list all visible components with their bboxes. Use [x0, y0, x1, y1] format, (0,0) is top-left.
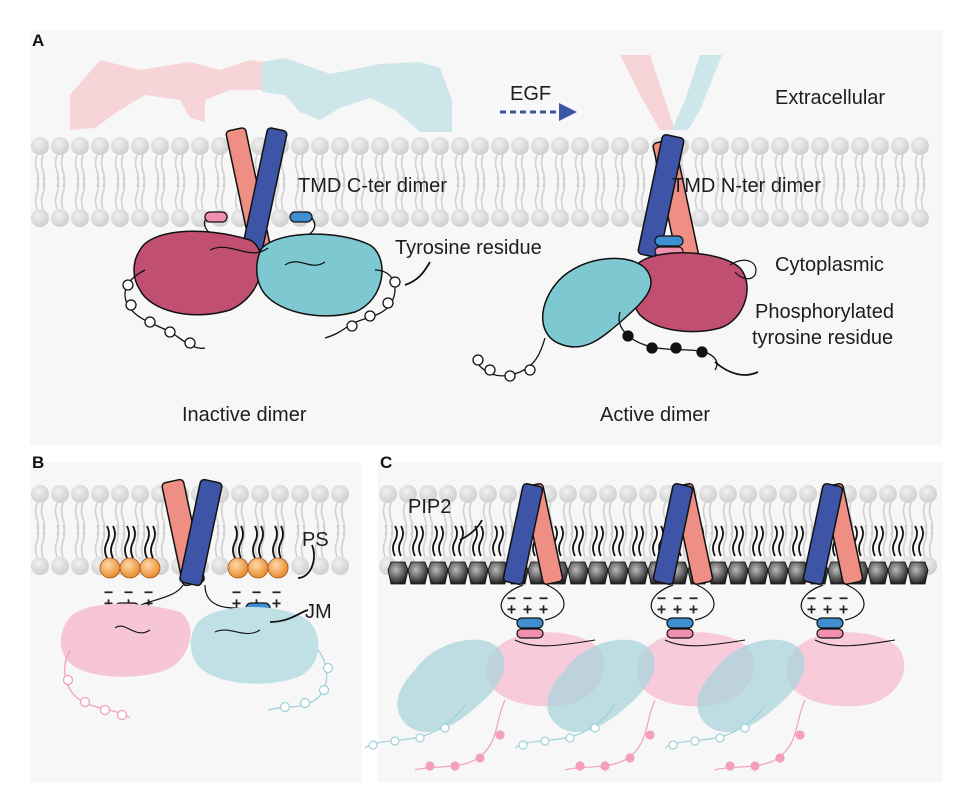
panel-c-background: [378, 462, 942, 782]
svg-text:+: +: [144, 594, 153, 612]
active-tail-unphospho: [472, 337, 546, 382]
phospho-label-line2: tyrosine residue: [752, 327, 893, 349]
svg-text:+: +: [104, 594, 113, 612]
svg-text:+: +: [689, 600, 698, 618]
svg-text:−: −: [673, 589, 682, 607]
inactive-dimer-label: Inactive dimer: [182, 404, 307, 426]
svg-text:−: −: [124, 583, 133, 601]
panel-a-letter: A: [32, 31, 44, 50]
panel-b-letter: B: [32, 453, 44, 472]
svg-text:+: +: [539, 600, 548, 618]
egf-label: EGF: [510, 83, 551, 105]
svg-text:+: +: [272, 594, 281, 612]
svg-text:+: +: [807, 600, 816, 618]
jm-label: JM: [305, 601, 332, 623]
jm-segment-blue: [289, 211, 313, 223]
pip2-label: PIP2: [408, 496, 451, 518]
jm-segment-pink: [204, 211, 228, 223]
phospho-label-line1: Phosphorylated: [755, 301, 894, 323]
svg-text:+: +: [823, 600, 832, 618]
tyrosine-label: Tyrosine residue: [395, 237, 542, 259]
svg-text:−: −: [839, 589, 848, 607]
svg-text:+: +: [507, 600, 516, 618]
ps-lipid-icon: [99, 525, 289, 579]
b-tail-cyan: [267, 649, 334, 713]
inactive-tail-right: [324, 269, 401, 339]
active-extracellular-domains: [620, 55, 722, 130]
svg-text:−: −: [272, 583, 281, 601]
svg-text:+: +: [523, 600, 532, 618]
inactive-extracellular-domains: [70, 58, 452, 132]
svg-text:−: −: [232, 583, 241, 601]
inactive-kinase-cyan: [256, 233, 383, 317]
b-tail-pink: [62, 649, 131, 721]
svg-text:+: +: [673, 600, 682, 618]
inactive-kinase-magenta: [133, 230, 263, 316]
b-kinase-pink: [60, 603, 191, 677]
b-kinase-cyan: [190, 606, 319, 684]
svg-text:−: −: [507, 589, 516, 607]
active-dimer-label: Active dimer: [600, 404, 710, 426]
svg-text:−: −: [657, 589, 666, 607]
svg-text:−: −: [823, 589, 832, 607]
svg-text:−: −: [539, 589, 548, 607]
panel-c-letter: C: [380, 453, 392, 472]
b-tmd-helices: [161, 478, 223, 587]
svg-text:−: −: [523, 589, 532, 607]
tmd-cter-label: TMD C-ter dimer: [298, 175, 447, 197]
inactive-tail-left: [122, 269, 206, 349]
extracellular-label: Extracellular: [775, 87, 885, 109]
ps-label: PS: [302, 529, 329, 551]
panel-c-receptors: −+−+−+−+−+−+−+−+−+: [364, 483, 905, 771]
svg-text:+: +: [839, 600, 848, 618]
svg-text:−: −: [252, 583, 261, 601]
svg-text:−: −: [104, 583, 113, 601]
cytoplasmic-label: Cytoplasmic: [775, 254, 884, 276]
active-jm-blue: [654, 235, 684, 247]
svg-text:−: −: [144, 583, 153, 601]
tmd-nter-label: TMD N-ter dimer: [672, 175, 821, 197]
active-tail-phospho: [618, 311, 718, 371]
svg-text:−: −: [689, 589, 698, 607]
svg-text:−: −: [807, 589, 816, 607]
svg-text:+: +: [232, 594, 241, 612]
active-kinase-cyan: [542, 257, 652, 348]
svg-text:+: +: [657, 600, 666, 618]
